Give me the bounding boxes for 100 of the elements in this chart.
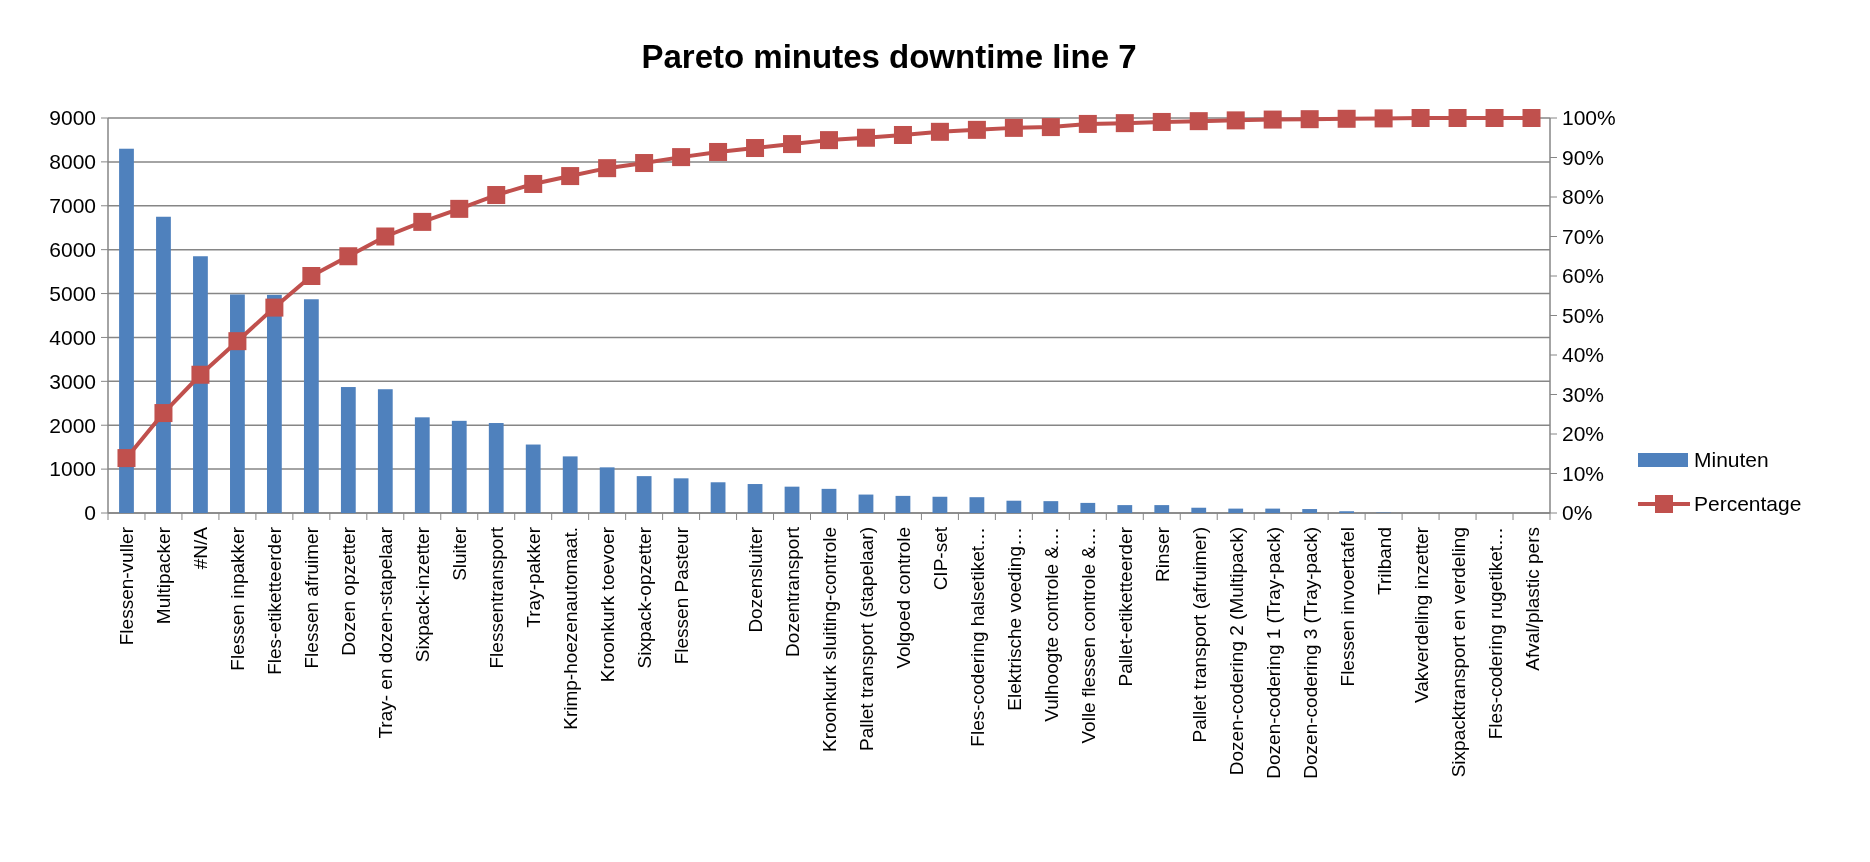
x-tick-label: Rinser (1151, 526, 1173, 582)
x-tick-label: Afval/plastic pers (1521, 527, 1543, 671)
bar (451, 420, 467, 513)
y-tick-label: 3000 (49, 369, 96, 393)
bar (266, 294, 282, 513)
point (635, 154, 654, 173)
point (856, 128, 875, 147)
x-tick-label: Flessen-vuller (116, 526, 138, 646)
y2-tick-label: 100% (1562, 106, 1616, 130)
legend-label: Minuten (1694, 448, 1769, 472)
point (1522, 109, 1541, 127)
point (598, 159, 617, 178)
point (376, 227, 395, 246)
point (1411, 109, 1430, 127)
x-tick-label: Dozen opzetter (338, 526, 360, 656)
y2-tick-label: 80% (1562, 185, 1605, 209)
bar (119, 148, 134, 513)
point (1448, 109, 1467, 127)
point (1041, 118, 1060, 137)
bar (562, 456, 578, 513)
x-tick-label: Trilband (1373, 527, 1395, 595)
point (1226, 111, 1245, 130)
bar (599, 467, 615, 513)
y2-tick-label: 30% (1562, 382, 1605, 406)
point (1300, 110, 1319, 129)
bar (1080, 502, 1096, 513)
x-tick-label: Volgoed controle (892, 527, 914, 669)
bar (230, 294, 245, 513)
bar (193, 256, 208, 513)
point (746, 139, 765, 158)
x-tick-label: Krimp-hoezenautomaat. (560, 527, 582, 730)
bar (636, 476, 652, 513)
x-tick-label: Flessentransport (486, 526, 508, 669)
bar (710, 482, 726, 513)
point (1078, 114, 1097, 133)
y-tick-label: 6000 (49, 238, 96, 262)
bar (1154, 505, 1170, 513)
y-tick-label: 0 (84, 501, 96, 525)
x-tick-label: Kroonkurk toevoer (597, 526, 619, 683)
bar (1302, 509, 1318, 513)
bar (895, 495, 911, 513)
chart-title: Pareto minutes downtime line 7 (641, 38, 1137, 75)
bar (1228, 508, 1244, 513)
x-tick-label: Fles-codering rugetiket… (1484, 527, 1506, 740)
point (487, 186, 506, 205)
point (967, 120, 986, 139)
x-tick-label: Dozen-codering 1 (Tray-pack) (1262, 527, 1284, 779)
point (783, 135, 802, 154)
bar (821, 488, 837, 513)
x-tick-label: Sluiter (449, 526, 471, 581)
point (1337, 109, 1356, 128)
x-tick-label: Kroonkurk sluiting-controle (819, 527, 840, 752)
bar (969, 497, 985, 513)
x-tick-label: #N/A (190, 526, 212, 570)
point (339, 247, 358, 266)
x-tick-label: Flessen Pasteur (671, 526, 693, 665)
bar (525, 444, 541, 513)
point (893, 125, 912, 144)
x-tick-label: Dozensluiter (745, 526, 767, 633)
x-tick-label: Sixpack-inzetter (412, 526, 434, 663)
bar (858, 494, 874, 513)
x-tick-label: Flessen afruimer (301, 526, 323, 669)
x-tick-label: Sixpack-opzetter (634, 526, 656, 669)
bar (673, 478, 689, 513)
x-tick-label: Fles-codering halsetiket… (966, 527, 988, 747)
point (1374, 109, 1393, 128)
point (1189, 112, 1208, 131)
point (1152, 112, 1171, 131)
bar (932, 496, 948, 513)
y2-tick-label: 40% (1562, 343, 1605, 367)
point (265, 298, 284, 317)
point (228, 332, 247, 351)
y-tick-label: 1000 (49, 457, 96, 481)
bar (414, 417, 430, 513)
y2-tick-label: 90% (1562, 145, 1605, 169)
x-tick-label: Tray- en dozen-stapelaar (375, 526, 397, 739)
bar (747, 484, 763, 513)
y-tick-label: 4000 (49, 325, 96, 349)
x-tick-label: Pallet transport (stapelaar) (855, 527, 877, 751)
x-tick-label: Tray-pakker (523, 526, 545, 628)
bar (1265, 508, 1281, 513)
x-tick-label: Flessen invoertafel (1336, 527, 1358, 687)
point (709, 142, 728, 161)
x-tick-label: Flessen inpakker (227, 526, 249, 671)
point (1263, 110, 1282, 129)
x-tick-label: Multipacker (153, 526, 175, 625)
y-tick-label: 7000 (49, 194, 96, 218)
y2-tick-label: 60% (1562, 264, 1605, 288)
x-tick-label: Fles-etiketteerder (264, 526, 286, 675)
bar (303, 299, 319, 513)
y-tick-label: 2000 (49, 413, 96, 437)
bar (1043, 501, 1059, 513)
point (672, 148, 691, 167)
x-tick-label: Vulhoogte controle &… (1040, 527, 1062, 722)
x-tick-label: Volle flessen controle &… (1077, 527, 1099, 744)
bar (156, 216, 171, 513)
legend-label: Percentage (1694, 492, 1802, 516)
y2-tick-label: 50% (1562, 303, 1605, 327)
x-tick-label: Sixpacktransport en verdeling (1447, 527, 1469, 778)
bar (1006, 500, 1022, 513)
